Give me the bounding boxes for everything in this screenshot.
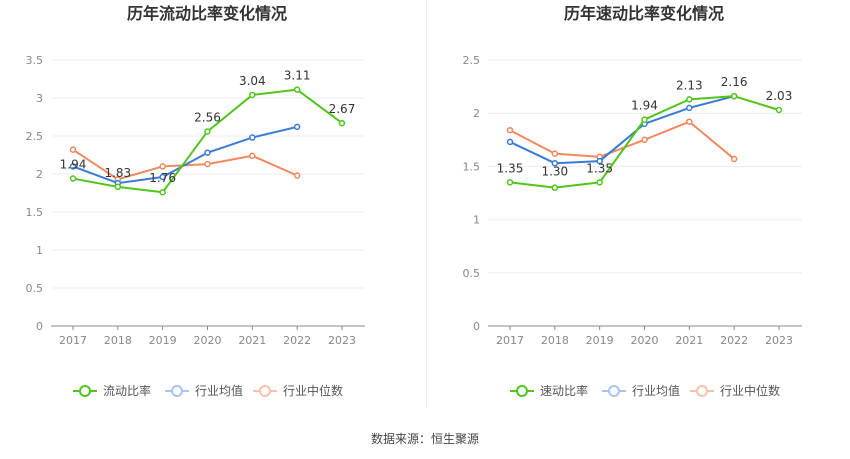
data-point: [506, 179, 514, 186]
x-tick-label: 2022: [283, 334, 311, 347]
chart-title: 历年流动比率变化情况: [127, 4, 287, 23]
data-point: [641, 136, 648, 144]
legend-label: 行业中位数: [720, 383, 780, 398]
data-point: [686, 104, 693, 112]
x-tick-label: 2023: [328, 334, 356, 347]
x-tick-label: 2019: [149, 334, 177, 347]
x-tick-label: 2017: [59, 334, 87, 347]
x-tick-label: 2019: [586, 334, 614, 347]
x-tick-label: 2021: [238, 334, 266, 347]
chart-title: 历年速动比率变化情况: [564, 4, 724, 23]
legend-swatch-marker: [696, 385, 708, 397]
legend-label: 流动比率: [103, 383, 151, 398]
data-point: [641, 116, 648, 123]
data-point: [293, 86, 301, 93]
legend-swatch-marker: [171, 385, 183, 397]
data-point: [293, 123, 301, 131]
data-point: [114, 183, 122, 191]
x-tick-label: 2017: [496, 334, 524, 347]
data-point: [293, 172, 301, 179]
data-point: [686, 118, 693, 125]
y-tick-label: 2: [473, 107, 480, 120]
legend-swatch-marker: [259, 385, 271, 397]
data-label: 1.30: [541, 165, 568, 179]
y-tick-label: 2: [36, 168, 43, 181]
data-point: [551, 150, 559, 157]
y-tick-label: 0.5: [463, 267, 481, 280]
legend-label: 行业均值: [632, 383, 680, 398]
data-label: 1.94: [631, 99, 658, 113]
y-tick-label: 0: [36, 320, 43, 333]
data-point: [204, 160, 211, 168]
data-point: [596, 157, 603, 165]
x-tick-label: 2021: [675, 334, 703, 347]
legend-label: 速动比率: [540, 383, 588, 398]
data-point: [596, 179, 603, 186]
data-point: [159, 188, 166, 196]
data-point: [775, 106, 783, 114]
data-point: [686, 96, 693, 103]
y-tick-label: 1.5: [26, 206, 44, 219]
y-tick-label: 0.5: [26, 282, 44, 295]
data-point: [338, 119, 346, 127]
panel-divider: [426, 0, 427, 408]
data-point: [506, 126, 514, 134]
x-tick-label: 2023: [765, 334, 793, 347]
y-tick-label: 2.5: [463, 54, 481, 67]
data-point: [249, 91, 256, 99]
data-point: [730, 155, 738, 163]
data-label: 2.13: [676, 78, 703, 92]
x-tick-label: 2020: [193, 334, 221, 347]
x-tick-label: 2020: [630, 334, 658, 347]
data-point: [551, 159, 559, 167]
data-point: [69, 175, 77, 182]
data-point: [204, 128, 211, 135]
data-point: [551, 184, 559, 191]
y-tick-label: 1.5: [463, 160, 481, 173]
data-label: 2.16: [721, 75, 748, 89]
legend-swatch-marker: [79, 385, 91, 397]
data-point: [159, 173, 166, 181]
y-tick-label: 3: [36, 92, 43, 105]
legend-swatch-marker: [516, 385, 528, 397]
data-label: 1.35: [586, 161, 613, 175]
data-point: [730, 92, 738, 100]
series-line-industry-average: [509, 95, 735, 165]
x-tick-label: 2018: [104, 334, 132, 347]
data-label: 1.76: [149, 171, 176, 185]
data-point: [159, 163, 166, 170]
x-tick-label: 2022: [720, 334, 748, 347]
data-point: [69, 163, 77, 170]
y-tick-label: 1: [36, 244, 43, 257]
data-label: 3.11: [284, 69, 311, 83]
data-source-note: 数据来源：恒生聚源: [370, 432, 479, 446]
data-label: 2.03: [766, 89, 793, 103]
series-line-industry-average: [72, 125, 298, 185]
data-point: [69, 146, 77, 153]
y-tick-label: 0: [473, 320, 480, 333]
series-line-industry-median: [509, 120, 735, 160]
data-label: 1.83: [104, 166, 131, 180]
data-point: [506, 138, 514, 146]
legend-swatch-marker: [608, 385, 620, 397]
legend-label: 行业均值: [195, 383, 243, 398]
y-tick-label: 3.5: [26, 54, 44, 67]
data-label: 1.94: [60, 158, 87, 172]
y-tick-label: 1: [473, 214, 480, 227]
y-tick-label: 2.5: [26, 130, 44, 143]
data-label: 3.04: [239, 74, 266, 88]
data-label: 2.67: [329, 102, 356, 116]
data-point: [249, 134, 256, 141]
x-tick-label: 2018: [541, 334, 569, 347]
data-label: 1.35: [497, 161, 524, 175]
data-point: [204, 149, 211, 156]
data-label: 2.56: [194, 110, 221, 124]
data-point: [249, 152, 256, 160]
legend-label: 行业中位数: [283, 383, 343, 398]
